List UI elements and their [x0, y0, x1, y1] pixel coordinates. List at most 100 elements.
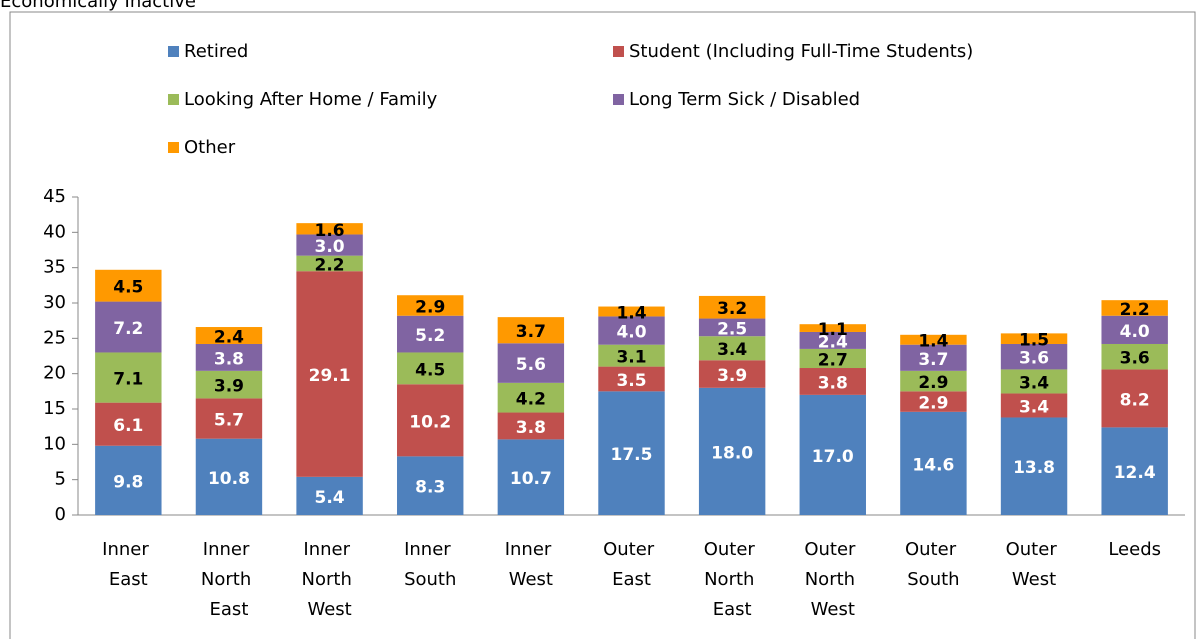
legend-label: Other	[184, 137, 236, 158]
data-label: 17.0	[812, 447, 854, 467]
data-label: 3.4	[717, 340, 747, 360]
bar-segment	[296, 476, 363, 515]
data-label: 4.2	[516, 390, 546, 410]
bar-segment	[95, 445, 162, 515]
data-label: 1.6	[315, 221, 345, 241]
legend-label: Retired	[184, 41, 248, 62]
data-label: 3.7	[516, 322, 546, 342]
data-label: 14.6	[912, 455, 954, 475]
legend-label: Looking After Home / Family	[184, 89, 438, 110]
data-label: 2.7	[818, 350, 848, 370]
data-label: 17.5	[611, 445, 653, 465]
data-label: 4.5	[415, 360, 445, 380]
data-label: 3.9	[717, 366, 747, 386]
data-label: 3.7	[918, 350, 948, 370]
bar-segment	[698, 336, 766, 361]
legend-label: Long Term Sick / Disabled	[629, 89, 860, 110]
data-label: 7.1	[113, 370, 143, 390]
data-label: 9.8	[113, 472, 143, 492]
data-label: 10.2	[409, 412, 451, 432]
data-label: 8.3	[415, 478, 445, 498]
data-label: 1.4	[616, 303, 646, 323]
data-label: 5.2	[415, 326, 445, 346]
bar-segment	[900, 411, 967, 515]
x-tick-label: Leeds	[1108, 539, 1161, 560]
data-label: 18.0	[711, 443, 753, 463]
bar-segment	[1000, 369, 1068, 394]
data-label: 2.5	[717, 319, 747, 339]
bar-segment	[598, 391, 665, 515]
bar-segment	[598, 366, 665, 392]
data-label: 3.1	[616, 348, 646, 368]
data-label: 3.6	[1019, 349, 1049, 369]
bar-segment	[598, 344, 665, 367]
y-tick-label: 5	[55, 469, 66, 490]
bar-segment	[1101, 315, 1168, 344]
chart-title: Economically Inactive	[0, 0, 196, 12]
y-tick-label: 30	[43, 292, 66, 313]
data-label: 3.8	[214, 349, 244, 369]
bar-segment	[95, 352, 162, 403]
legend-label: Student (Including Full-Time Students)	[629, 41, 973, 62]
data-label: 1.4	[918, 332, 948, 352]
bar-segment	[799, 331, 866, 349]
data-label: 2.9	[415, 297, 445, 317]
bar-segment	[799, 348, 866, 369]
bar-segment	[900, 391, 967, 412]
data-label: 6.1	[113, 416, 143, 436]
y-tick-label: 25	[43, 327, 66, 348]
data-label: 3.6	[1120, 349, 1150, 369]
data-label: 2.9	[918, 373, 948, 393]
data-label: 4.0	[616, 323, 646, 343]
bar-segment	[698, 360, 766, 388]
y-tick-label: 40	[43, 221, 66, 242]
y-tick-label: 0	[55, 504, 66, 525]
bar-segment	[397, 295, 464, 316]
data-label: 3.2	[717, 299, 747, 319]
data-label: 10.7	[510, 469, 552, 489]
x-tick-label: Inner East	[102, 539, 154, 590]
x-tick-label: Inner North East	[201, 539, 257, 620]
bar-segment	[799, 368, 866, 395]
data-label: 3.8	[516, 418, 546, 438]
y-tick-label: 35	[43, 257, 66, 278]
bar-segment	[698, 295, 766, 319]
bar-segment	[1101, 369, 1168, 428]
bar-segment	[296, 234, 363, 256]
bar-segment	[95, 402, 162, 446]
bar-segment	[1000, 393, 1068, 418]
bar-segment	[799, 394, 866, 515]
bar-segment	[698, 318, 766, 337]
bar-segment	[95, 301, 162, 353]
bar-segment	[397, 456, 464, 515]
bar-segment	[698, 387, 766, 515]
data-label: 29.1	[309, 366, 351, 386]
bar-segment	[497, 343, 565, 383]
data-label: 3.4	[1019, 397, 1049, 417]
data-label: 8.2	[1120, 390, 1150, 410]
bar-segment	[900, 334, 967, 345]
bar-segment	[900, 370, 967, 392]
data-label: 5.7	[214, 411, 244, 431]
data-label: 12.4	[1114, 463, 1156, 483]
bar-segment	[195, 327, 263, 344]
bar-segment	[900, 344, 967, 371]
legend-swatch	[613, 94, 624, 105]
bar-segment	[497, 317, 565, 344]
legend-swatch	[168, 94, 179, 105]
data-label: 1.5	[1019, 331, 1049, 351]
bar-segment	[598, 316, 665, 345]
bar-segment	[1000, 417, 1068, 515]
bar-segment	[397, 352, 464, 385]
bar-segment	[1000, 343, 1068, 370]
data-label: 5.6	[516, 355, 546, 375]
bar-segment	[598, 306, 665, 317]
bar-segment	[95, 269, 162, 302]
bar-segment	[195, 370, 263, 399]
bar-segment	[1101, 300, 1168, 316]
bar-segment	[799, 324, 866, 332]
data-label: 5.4	[315, 488, 345, 508]
data-label: 3.0	[315, 237, 345, 257]
bar-segment	[1101, 343, 1168, 370]
